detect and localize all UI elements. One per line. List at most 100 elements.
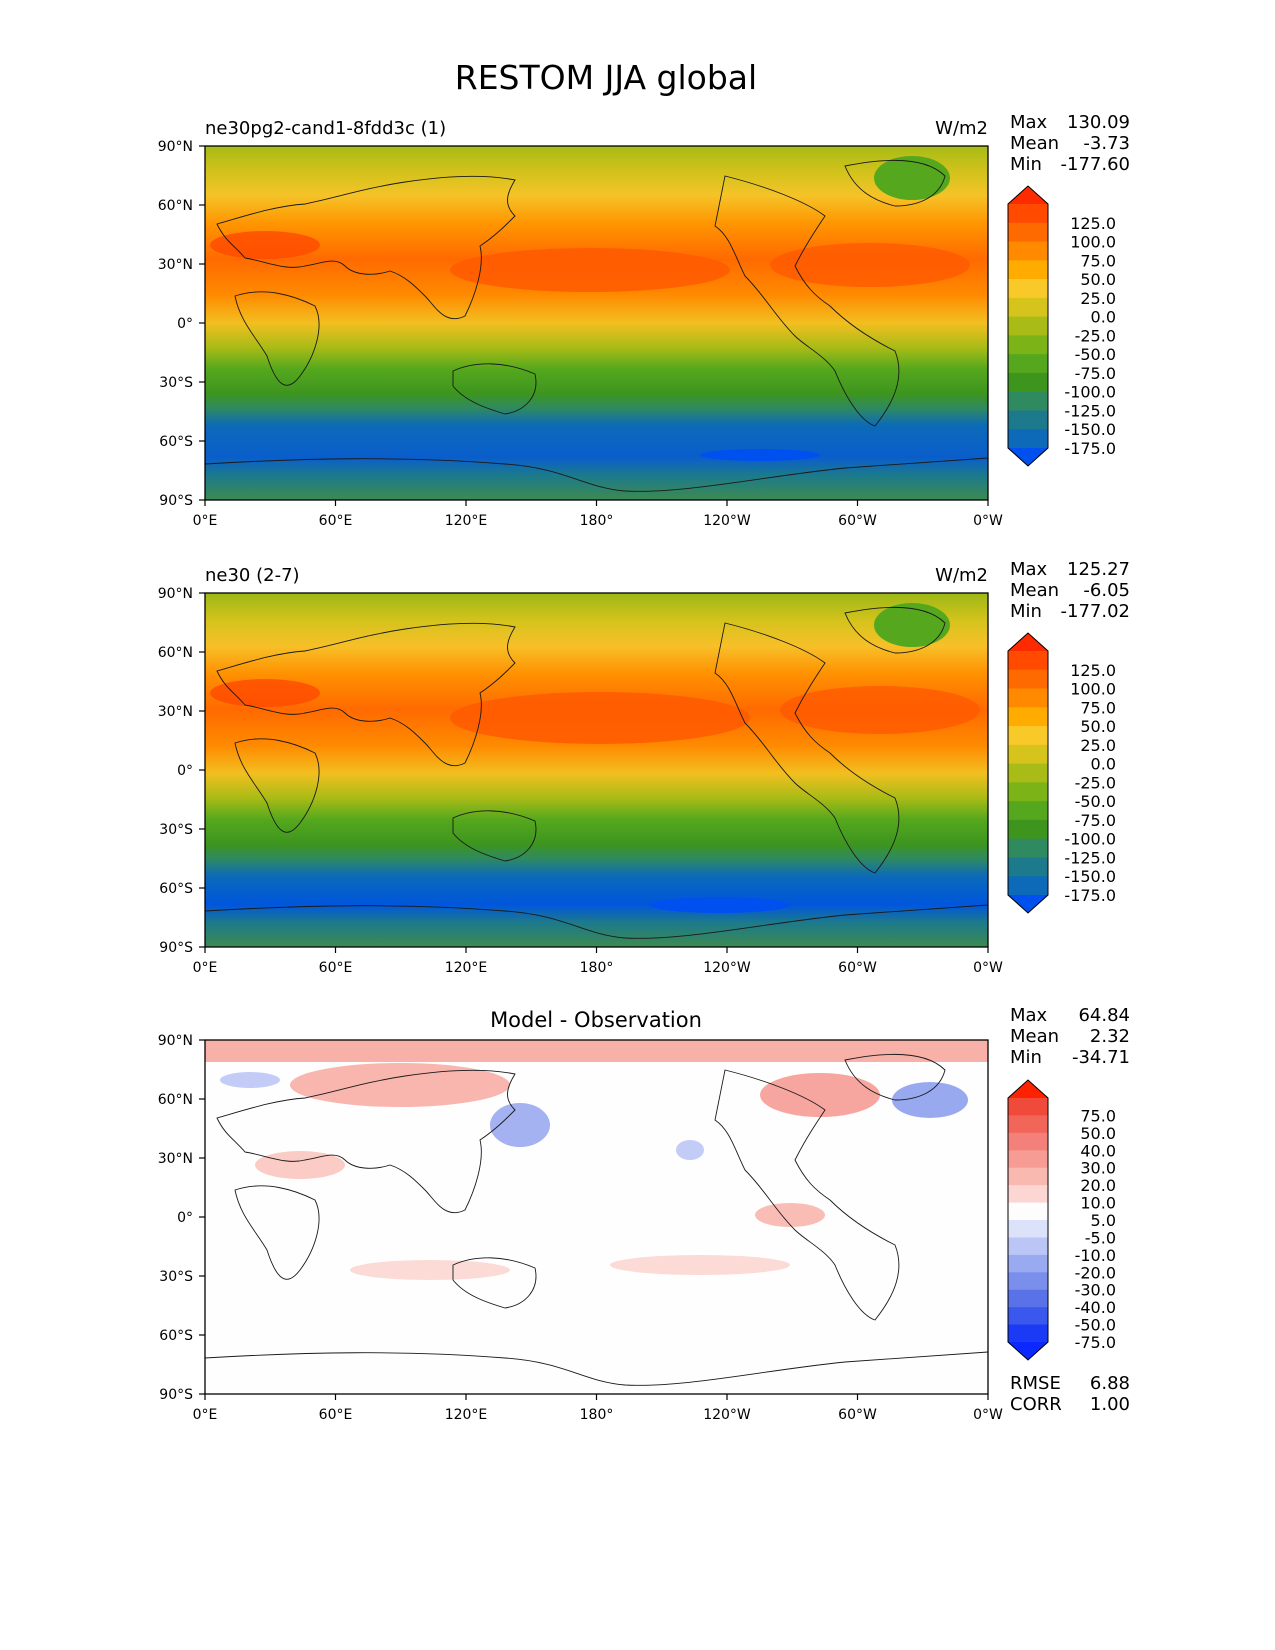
colorbar-segment — [1008, 1307, 1048, 1326]
negative-region — [490, 1103, 550, 1147]
colorbar-segment — [1008, 876, 1048, 896]
positive-region — [755, 1203, 825, 1227]
lat-tick-label: 30°N — [158, 704, 193, 720]
lat-tick-label: 60°N — [158, 198, 193, 214]
colorbar-outline — [1007, 632, 1049, 914]
colorbar-extend-max — [1008, 186, 1048, 204]
colorbar-segment — [1008, 1254, 1048, 1273]
lat-tick-label: 90°N — [158, 586, 193, 602]
figure-title: RESTOM JJA global — [455, 58, 757, 97]
lon-tick-label: 60°W — [838, 1407, 877, 1423]
lon-tick-label: 60°E — [319, 513, 353, 529]
colorbar-segment — [1008, 222, 1048, 243]
colorbar-segment — [1008, 1185, 1048, 1204]
colorbar-label: -75.0 — [1075, 811, 1116, 830]
mean-label: Mean — [1010, 133, 1059, 154]
colorbar-segment — [1008, 354, 1048, 374]
lon-tick-label: 0°E — [193, 960, 218, 976]
colorbar-segment — [1008, 410, 1048, 430]
colorbar-segment — [1008, 1202, 1048, 1221]
colorbar-label: 5.0 — [1091, 1211, 1116, 1230]
stats-box: Max 64.84 Mean 2.32 Min -34.71 — [1010, 1005, 1130, 1068]
map-field — [205, 593, 988, 947]
colorbar-label: 0.0 — [1091, 755, 1116, 774]
colorbar-label: 100.0 — [1070, 680, 1116, 699]
colorbar-extend-max — [1008, 1080, 1048, 1098]
colorbar-segment — [1008, 1167, 1048, 1186]
colorbar-label: 20.0 — [1080, 1176, 1116, 1195]
axis-ticks: 90°N 60°N 30°N 0° 30°S 60°S 90°S0°E 60°E 120°E 18… — [158, 139, 1003, 529]
colorbar-segment — [1008, 1324, 1048, 1343]
colorbar: 125.0100.075.050.025.00.0-25.0-50.0-75.0… — [1007, 632, 1116, 914]
panel-model: ne30pg2-cand1-8fdd3c (1) W/m2 90°N 60°N 30… — [158, 112, 1130, 529]
colorbar-extend-min — [1008, 448, 1048, 466]
lon-tick-label: 0°W — [973, 1407, 1003, 1423]
colorbar-outline — [1007, 1079, 1049, 1361]
colorbar-label: 50.0 — [1080, 270, 1116, 289]
lon-tick-label: 180° — [580, 960, 614, 976]
colorbar-segment — [1008, 838, 1048, 859]
colorbar-segment — [1008, 744, 1048, 765]
colorbar-label: 50.0 — [1080, 717, 1116, 736]
lon-tick-label: 120°E — [445, 513, 488, 529]
negative-region — [220, 1072, 280, 1088]
lon-tick-label: 60°E — [319, 1407, 353, 1423]
colorbar-label: 75.0 — [1080, 1106, 1116, 1125]
positive-region — [290, 1063, 510, 1107]
max-label: Max — [1010, 112, 1048, 133]
lat-tick-label: 90°S — [159, 493, 193, 509]
colorbar-label: -10.0 — [1075, 1246, 1116, 1265]
colorbar-label: 100.0 — [1070, 233, 1116, 252]
colorbar-segment — [1008, 1132, 1048, 1151]
lon-tick-label: 0°E — [193, 513, 218, 529]
colorbar-label: -25.0 — [1075, 326, 1116, 345]
colorbar-segment — [1008, 372, 1048, 393]
max-value: 125.27 — [1067, 559, 1130, 580]
lat-tick-label: 60°N — [158, 645, 193, 661]
colorbar-label: 40.0 — [1080, 1141, 1116, 1160]
corr-value: 1.00 — [1090, 1394, 1130, 1415]
axis-ticks: 90°N 60°N 30°N 0° 30°S 60°S 90°S0°E 60°E 120°E 18… — [158, 586, 1003, 976]
colorbar-label: -175.0 — [1064, 886, 1116, 905]
colorbar-label: -50.0 — [1075, 1316, 1116, 1335]
colorbar-segment — [1008, 1150, 1048, 1169]
lat-tick-label: 30°N — [158, 1151, 193, 1167]
colorbar-segment — [1008, 707, 1048, 727]
colorbar-label: -175.0 — [1064, 439, 1116, 458]
high-region — [450, 248, 730, 292]
lon-tick-label: 60°W — [838, 960, 877, 976]
min-label: Min — [1010, 1047, 1042, 1068]
min-label: Min — [1010, 601, 1042, 622]
colorbar-segment — [1008, 801, 1048, 821]
negative-region — [676, 1140, 704, 1160]
negative-region — [892, 1082, 968, 1118]
max-value: 130.09 — [1067, 112, 1130, 133]
high-region — [450, 692, 750, 744]
lon-tick-label: 120°E — [445, 1407, 488, 1423]
colorbar-segment — [1008, 1220, 1048, 1239]
colorbar-extend-min — [1008, 895, 1048, 913]
lat-tick-label: 60°S — [159, 434, 193, 450]
colorbar-label: 50.0 — [1080, 1124, 1116, 1143]
colorbar-segment — [1008, 1115, 1048, 1134]
colorbar-label: -5.0 — [1085, 1228, 1116, 1247]
colorbar-label: -150.0 — [1064, 420, 1116, 439]
min-value: -177.60 — [1061, 154, 1130, 175]
colorbar-segment — [1008, 651, 1048, 671]
lat-tick-label: 60°S — [159, 881, 193, 897]
stats-box: Max 130.09 Mean -3.73 Min -177.60 — [1010, 112, 1130, 175]
lon-tick-label: 0°W — [973, 513, 1003, 529]
colorbar-segment — [1008, 316, 1048, 336]
colorbar-label: -75.0 — [1075, 1333, 1116, 1352]
lat-tick-label: 30°S — [159, 1269, 193, 1285]
mean-label: Mean — [1010, 580, 1059, 601]
colorbar-label: 125.0 — [1070, 214, 1116, 233]
greenland-region — [874, 156, 950, 200]
colorbar: 75.050.040.030.020.010.05.0-5.0-10.0-20.… — [1007, 1079, 1116, 1361]
colorbar-segment — [1008, 241, 1048, 261]
lat-tick-label: 0° — [177, 1210, 193, 1226]
mean-value: -6.05 — [1083, 580, 1130, 601]
lat-tick-label: 90°N — [158, 1033, 193, 1049]
low-region — [700, 449, 820, 461]
positive-region — [610, 1255, 790, 1275]
